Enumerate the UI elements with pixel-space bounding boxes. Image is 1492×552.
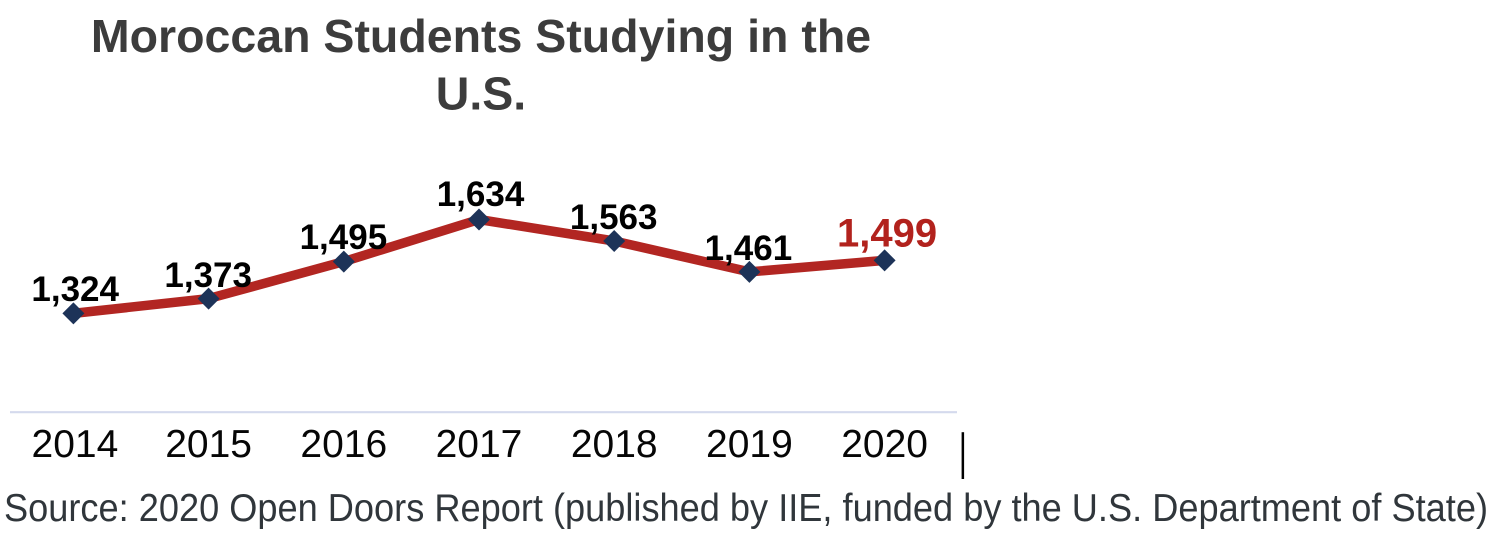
svg-text:1,324: 1,324 [31,270,119,309]
svg-text:U.S.: U.S. [436,68,526,120]
svg-text:1,634: 1,634 [437,175,525,214]
svg-text:1,461: 1,461 [705,229,793,268]
svg-text:2017: 2017 [436,423,523,466]
svg-text:2015: 2015 [165,423,252,466]
svg-text:2014: 2014 [32,423,119,466]
svg-text:Moroccan Students Studying in: Moroccan Students Studying in the [91,10,871,62]
svg-text:Source: 2020 Open Doors Report: Source: 2020 Open Doors Report (publishe… [4,487,1488,530]
svg-text:1,495: 1,495 [300,218,388,257]
svg-text:1,563: 1,563 [570,198,658,237]
svg-text:2016: 2016 [300,423,387,466]
svg-text:2019: 2019 [706,423,793,466]
svg-text:1,373: 1,373 [164,256,252,295]
svg-text:2020: 2020 [841,423,928,466]
svg-text:1,499: 1,499 [837,212,937,256]
svg-text:2018: 2018 [571,423,658,466]
